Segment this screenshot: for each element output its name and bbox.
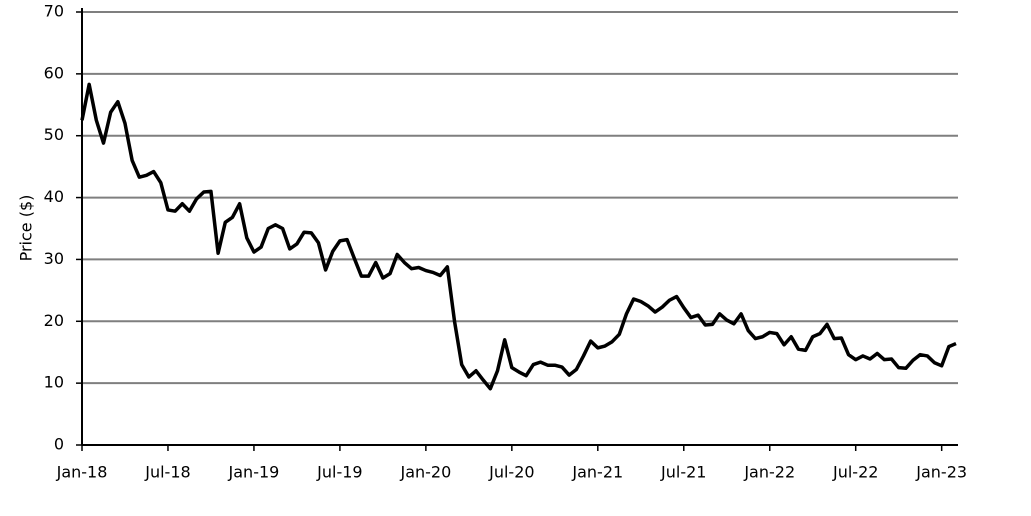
x-tick-label: Jul-19	[316, 463, 362, 482]
x-tick-label: Jan-20	[399, 463, 451, 482]
price-line	[80, 82, 957, 391]
y-tick-label: 20	[44, 311, 64, 330]
y-tick-label: 60	[44, 63, 64, 82]
x-tick-label: Jul-22	[832, 463, 878, 482]
x-tick-label: Jul-21	[660, 463, 706, 482]
x-tick-label: Jan-18	[56, 463, 108, 482]
x-tick-label: Jul-20	[488, 463, 534, 482]
y-tick-label: 0	[54, 435, 64, 454]
x-tick-label: Jul-18	[144, 463, 190, 482]
x-tick-label: Jan-19	[228, 463, 280, 482]
x-tick-label: Jan-21	[571, 463, 623, 482]
y-tick-label: 30	[44, 249, 64, 268]
y-tick-label: 40	[44, 187, 64, 206]
y-tick-label: 10	[44, 373, 64, 392]
y-axis-label: Price ($)	[17, 195, 36, 262]
y-tick-label: 70	[44, 2, 64, 21]
x-tick-label: Jan-23	[915, 463, 967, 482]
y-tick-label: 50	[44, 125, 64, 144]
x-tick-label: Jan-22	[743, 463, 795, 482]
